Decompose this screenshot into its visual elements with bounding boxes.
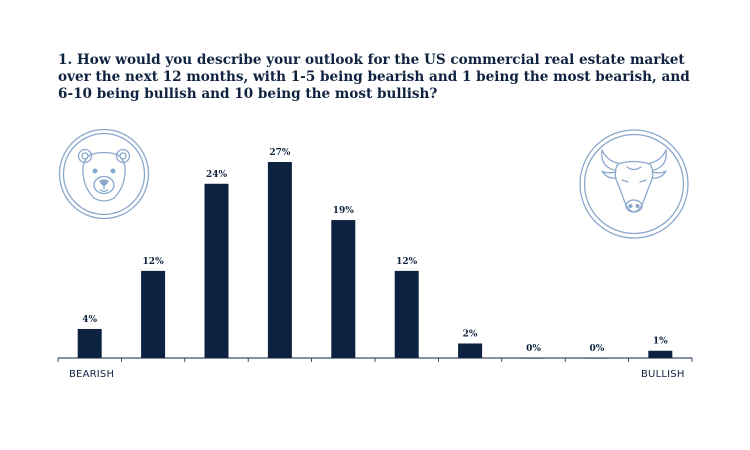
data-label-2: 12%: [143, 257, 165, 267]
bar-3: [204, 183, 229, 358]
bar-4: [267, 162, 292, 358]
bar-9: [584, 358, 609, 359]
bar-7: [458, 343, 483, 358]
bar-5: [331, 220, 356, 358]
bar-2: [141, 270, 166, 358]
bull-icon: [578, 128, 690, 244]
bar-6: [394, 270, 419, 358]
data-label-10: 1%: [653, 337, 668, 347]
data-label-3: 24%: [206, 170, 228, 180]
question-title: 1. How would you describe your outlook f…: [58, 52, 690, 102]
data-label-6: 12%: [396, 257, 418, 267]
data-label-7: 2%: [463, 329, 478, 339]
bearish-label: BEARISH: [69, 369, 115, 380]
data-label-9: 0%: [589, 344, 604, 354]
data-label-8: 0%: [526, 344, 541, 354]
data-label-4: 27%: [269, 148, 291, 158]
data-label-5: 19%: [333, 206, 355, 216]
bar-8: [521, 358, 546, 359]
bullish-label: BULLISH: [641, 369, 685, 380]
bar-1: [77, 328, 102, 358]
bar-10: [648, 350, 673, 358]
data-label-1: 4%: [82, 315, 97, 325]
bear-icon: [58, 128, 150, 224]
